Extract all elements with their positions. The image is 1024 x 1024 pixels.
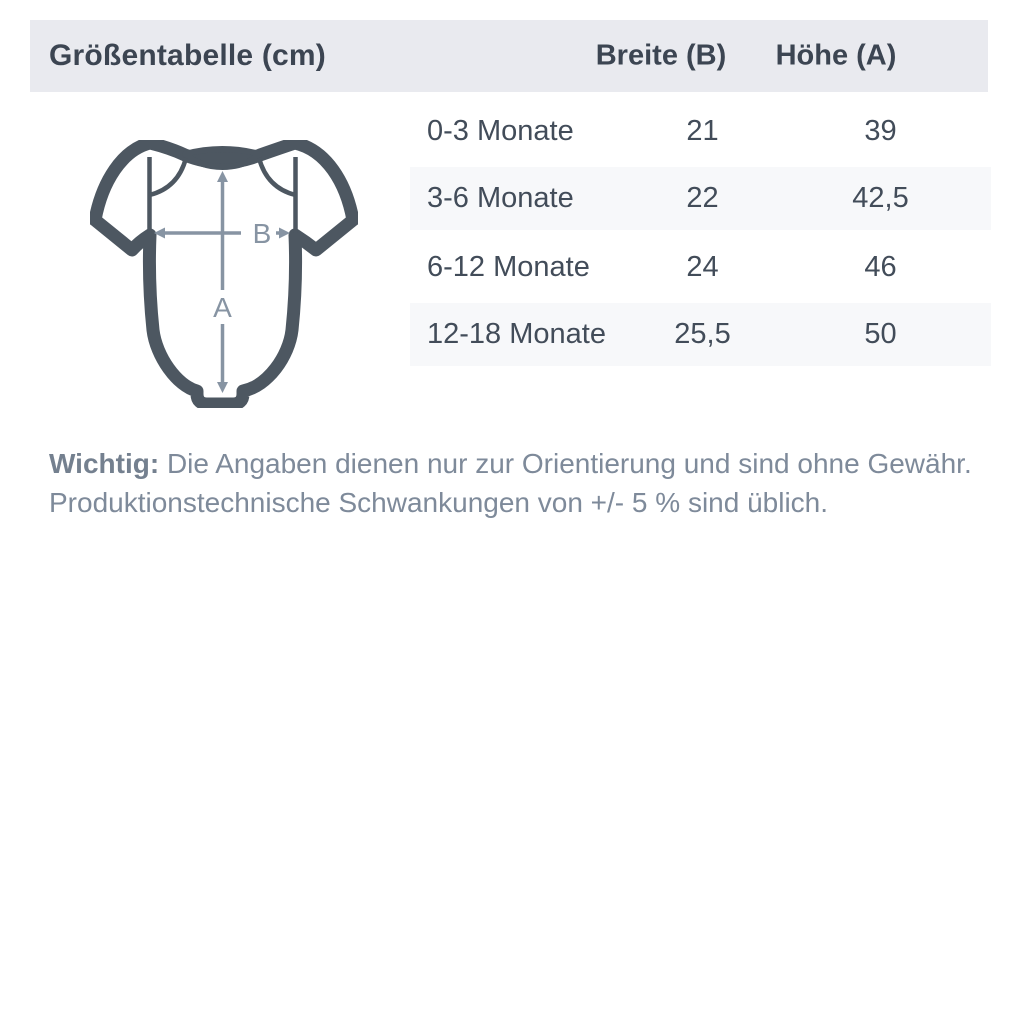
envelope-arc-left [148, 157, 189, 198]
size-table: 0-3 Monate 21 39 3-6 Monate 22 42,5 6-12… [410, 97, 991, 369]
table-row: 3-6 Monate 22 42,5 [410, 165, 991, 233]
height-label: A [213, 292, 232, 323]
hoehe-cell: 42,5 [852, 182, 909, 214]
hoehe-cell: 50 [864, 318, 897, 350]
table-title: Größentabelle (cm) [49, 39, 326, 72]
breite-cell: 22 [686, 182, 719, 214]
table-row: 6-12 Monate 24 46 [410, 233, 991, 301]
column-header-hoehe: Höhe (A) [775, 39, 897, 72]
size-cell: 12-18 Monate [427, 318, 606, 350]
disclaimer-note: Wichtig: Die Angaben dienen nur zur Orie… [49, 444, 979, 522]
envelope-arc-right [256, 157, 297, 198]
disclaimer-bold-label: Wichtig: [49, 448, 160, 479]
hoehe-cell: 39 [864, 114, 897, 147]
width-label: B [253, 218, 272, 249]
size-cell: 6-12 Monate [427, 250, 590, 283]
breite-cell: 24 [686, 250, 719, 283]
neckline [182, 146, 263, 170]
column-header-breite: Breite (B) [595, 39, 727, 72]
hoehe-cell: 46 [864, 250, 897, 283]
baby-bodysuit-icon: B A [90, 140, 358, 408]
size-cell: 0-3 Monate [427, 114, 574, 147]
width-arrow [154, 227, 290, 239]
breite-cell: 25,5 [674, 318, 731, 350]
table-header: Größentabelle (cm) Breite (B) Höhe (A) [30, 20, 988, 92]
disclaimer-line-1: Wichtig: Die Angaben dienen nur zur Orie… [49, 448, 972, 479]
height-arrow [217, 171, 228, 393]
disclaimer-line-2: Produktionstechnische Schwankungen von +… [49, 487, 829, 518]
breite-cell: 21 [686, 114, 719, 147]
table-row: 0-3 Monate 21 39 [410, 97, 991, 165]
table-row: 12-18 Monate 25,5 50 [410, 301, 991, 369]
size-cell: 3-6 Monate [427, 182, 574, 214]
